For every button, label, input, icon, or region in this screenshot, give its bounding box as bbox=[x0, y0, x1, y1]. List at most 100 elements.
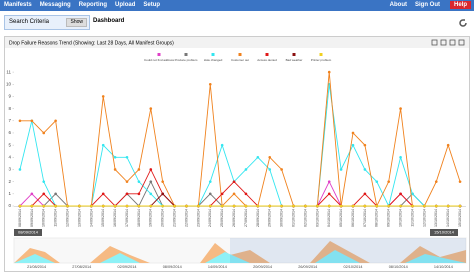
point bbox=[208, 204, 212, 208]
point bbox=[161, 204, 164, 208]
panel-header bbox=[5, 37, 469, 48]
point bbox=[232, 204, 236, 208]
show-button[interactable]: Show bbox=[66, 18, 87, 27]
navigator-selection[interactable] bbox=[230, 238, 466, 263]
point bbox=[30, 204, 34, 208]
x-tick-label: 11/09/2014 bbox=[54, 209, 58, 227]
point bbox=[90, 204, 93, 208]
point bbox=[66, 204, 69, 208]
point bbox=[375, 204, 379, 208]
point bbox=[363, 204, 367, 208]
point bbox=[66, 204, 69, 208]
point bbox=[208, 82, 212, 86]
refresh-icon[interactable] bbox=[458, 18, 468, 28]
point bbox=[137, 168, 141, 171]
point bbox=[351, 204, 355, 208]
point bbox=[268, 156, 272, 159]
point bbox=[137, 204, 141, 208]
x-tick-label: 30/09/2014 bbox=[280, 209, 284, 227]
point bbox=[244, 204, 248, 208]
point bbox=[434, 204, 438, 208]
point bbox=[173, 204, 176, 208]
point bbox=[197, 204, 200, 208]
nav-item[interactable]: Sign Out bbox=[415, 2, 440, 8]
point bbox=[256, 156, 260, 159]
point bbox=[220, 143, 224, 147]
y-tick-label: 6 bbox=[8, 130, 11, 135]
point bbox=[292, 204, 295, 208]
nav-item[interactable]: About bbox=[389, 2, 407, 8]
point bbox=[90, 204, 93, 208]
point bbox=[387, 180, 390, 183]
search-label: Search Criteria bbox=[9, 19, 50, 25]
legend-swatch bbox=[184, 53, 188, 56]
point bbox=[363, 168, 367, 171]
point bbox=[149, 180, 153, 183]
point bbox=[363, 192, 367, 196]
point bbox=[173, 204, 176, 208]
series-line bbox=[19, 180, 461, 207]
point bbox=[42, 204, 46, 208]
point bbox=[423, 204, 426, 208]
point bbox=[316, 204, 319, 208]
point bbox=[446, 204, 450, 208]
point bbox=[54, 204, 57, 208]
point bbox=[101, 192, 105, 196]
point bbox=[327, 82, 331, 86]
series-line bbox=[19, 84, 461, 208]
navigator-label: 21/08/2014 bbox=[27, 265, 46, 269]
point bbox=[149, 192, 153, 196]
x-tick-label: 19/09/2014 bbox=[149, 209, 153, 227]
point bbox=[101, 143, 105, 147]
point bbox=[458, 204, 462, 208]
point bbox=[125, 180, 129, 183]
nav-item[interactable]: Manifests bbox=[4, 2, 32, 8]
navigator-label: 08/10/2014 bbox=[389, 265, 408, 269]
point bbox=[304, 204, 307, 208]
point bbox=[327, 192, 331, 196]
nav-item[interactable]: Messaging bbox=[39, 2, 71, 8]
x-tick-label: 18/09/2014 bbox=[137, 209, 141, 227]
point bbox=[316, 204, 319, 208]
help-button[interactable]: Help bbox=[449, 1, 471, 9]
point bbox=[78, 204, 81, 208]
point bbox=[339, 204, 343, 208]
point bbox=[101, 204, 105, 208]
point bbox=[113, 204, 117, 208]
point bbox=[78, 204, 81, 208]
point bbox=[316, 204, 319, 208]
y-tick-label: 10 bbox=[6, 81, 12, 86]
point bbox=[244, 204, 248, 208]
point bbox=[423, 204, 426, 208]
point bbox=[137, 192, 141, 196]
point bbox=[197, 204, 200, 208]
point bbox=[161, 180, 164, 183]
point bbox=[208, 204, 212, 208]
point bbox=[149, 204, 153, 208]
point bbox=[18, 204, 22, 208]
x-tick-label: 02/10/2014 bbox=[303, 209, 307, 227]
legend-swatch bbox=[265, 53, 269, 56]
point bbox=[411, 192, 414, 196]
point bbox=[197, 204, 200, 208]
point bbox=[173, 204, 176, 208]
point bbox=[292, 204, 295, 208]
point bbox=[256, 204, 260, 208]
point bbox=[90, 204, 93, 208]
x-tick-label: 07/10/2014 bbox=[363, 209, 367, 227]
point bbox=[42, 131, 46, 135]
navigator-label: 27/08/2014 bbox=[72, 265, 91, 269]
point bbox=[244, 204, 248, 208]
nav-item[interactable]: Reporting bbox=[78, 2, 108, 8]
point bbox=[411, 204, 414, 208]
point bbox=[101, 204, 105, 208]
x-tick-label: 10/09/2014 bbox=[42, 209, 46, 227]
point bbox=[292, 204, 295, 208]
point bbox=[185, 204, 188, 208]
nav-item[interactable]: Upload bbox=[115, 2, 136, 8]
point bbox=[434, 204, 438, 208]
x-tick-label: 08/09/2014 bbox=[18, 209, 22, 227]
point bbox=[446, 204, 450, 208]
nav-item[interactable]: Setup bbox=[143, 2, 161, 8]
point bbox=[363, 204, 367, 208]
